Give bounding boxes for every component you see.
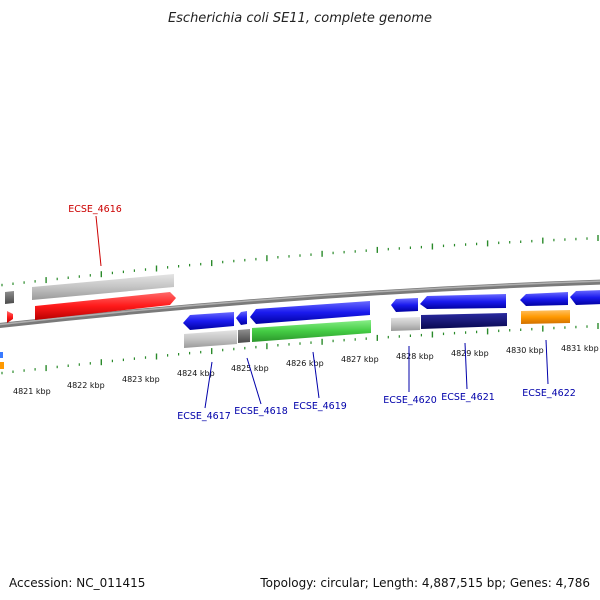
gene-ECSE-4618[interactable] (236, 311, 247, 325)
genome-summary: Topology: circular; Length: 4,887,515 bp… (259, 576, 590, 590)
leader-ECSE-4622 (545, 339, 549, 385)
gene-ECSE-4622[interactable] (520, 292, 568, 306)
genome-backbone (0, 279, 600, 328)
reverse-strand-genes (0, 290, 600, 369)
gene-edge-blue-small[interactable] (0, 352, 3, 358)
gene-arrow-blue-edge[interactable] (570, 290, 600, 305)
kbp-scale: 4821 kbp 4822 kbp 4823 kbp 4824 kbp 4825… (13, 344, 599, 396)
kbp-label: 4821 kbp (13, 387, 51, 396)
gene-ECSE-4620[interactable] (391, 298, 418, 312)
accession-label: Accession: NC_011415 (9, 576, 145, 590)
kbp-label: 4828 kbp (396, 352, 434, 361)
leader-ECSE-4621 (464, 342, 468, 390)
kbp-label: 4826 kbp (286, 359, 324, 368)
gene-label-ECSE-4619[interactable]: ECSE_4619 (293, 401, 347, 412)
leader-ECSE-4616 (95, 215, 102, 267)
leader-ECSE-4619 (312, 351, 320, 399)
leader-ECSE-4618 (246, 357, 262, 405)
gene-feature-gray-lower[interactable] (184, 330, 237, 348)
gene-arrow-red-left[interactable] (7, 311, 13, 323)
kbp-label: 4822 kbp (67, 381, 105, 390)
gene-label-ECSE-4620[interactable]: ECSE_4620 (383, 395, 437, 406)
kbp-label: 4831 kbp (561, 344, 599, 353)
gene-label-ECSE-4616[interactable]: ECSE_4616 (68, 204, 122, 215)
leader-ECSE-4617 (204, 361, 213, 409)
gene-feature-green[interactable] (252, 320, 371, 342)
gene-ECSE-4621[interactable] (420, 294, 506, 309)
gene-ECSE-4616[interactable] (35, 292, 176, 320)
map-title: Escherichia coli SE11, complete genome (168, 11, 432, 26)
gene-labels: ECSE_4616 ECSE_4617 ECSE_4618 ECSE_4619 … (68, 204, 576, 422)
kbp-label: 4830 kbp (506, 346, 544, 355)
outer-tick-track (1, 235, 599, 287)
gene-label-ECSE-4618[interactable]: ECSE_4618 (234, 406, 288, 417)
kbp-label: 4827 kbp (341, 355, 379, 364)
gene-feature-gray-right[interactable] (391, 317, 420, 331)
inner-tick-track (1, 323, 599, 375)
gene-label-leaders (95, 215, 549, 409)
kbp-label: 4823 kbp (122, 375, 160, 384)
gene-feature-gray-upper[interactable] (32, 274, 174, 300)
kbp-label: 4829 kbp (451, 349, 489, 358)
gene-ECSE-4617[interactable] (183, 312, 234, 330)
gene-label-ECSE-4621[interactable]: ECSE_4621 (441, 392, 495, 403)
gene-ECSE-4619[interactable] (250, 301, 370, 324)
gene-feature-darkgray-lower[interactable] (238, 329, 250, 343)
gene-feature-orange[interactable] (521, 310, 570, 324)
forward-strand-genes (5, 274, 176, 323)
gene-label-ECSE-4617[interactable]: ECSE_4617 (177, 411, 231, 422)
gene-edge-orange-small[interactable] (0, 362, 4, 369)
kbp-label: 4824 kbp (177, 369, 215, 378)
gene-feature-gray-small[interactable] (5, 291, 14, 304)
gene-label-ECSE-4622[interactable]: ECSE_4622 (522, 388, 576, 399)
gene-feature-navy[interactable] (421, 313, 507, 329)
